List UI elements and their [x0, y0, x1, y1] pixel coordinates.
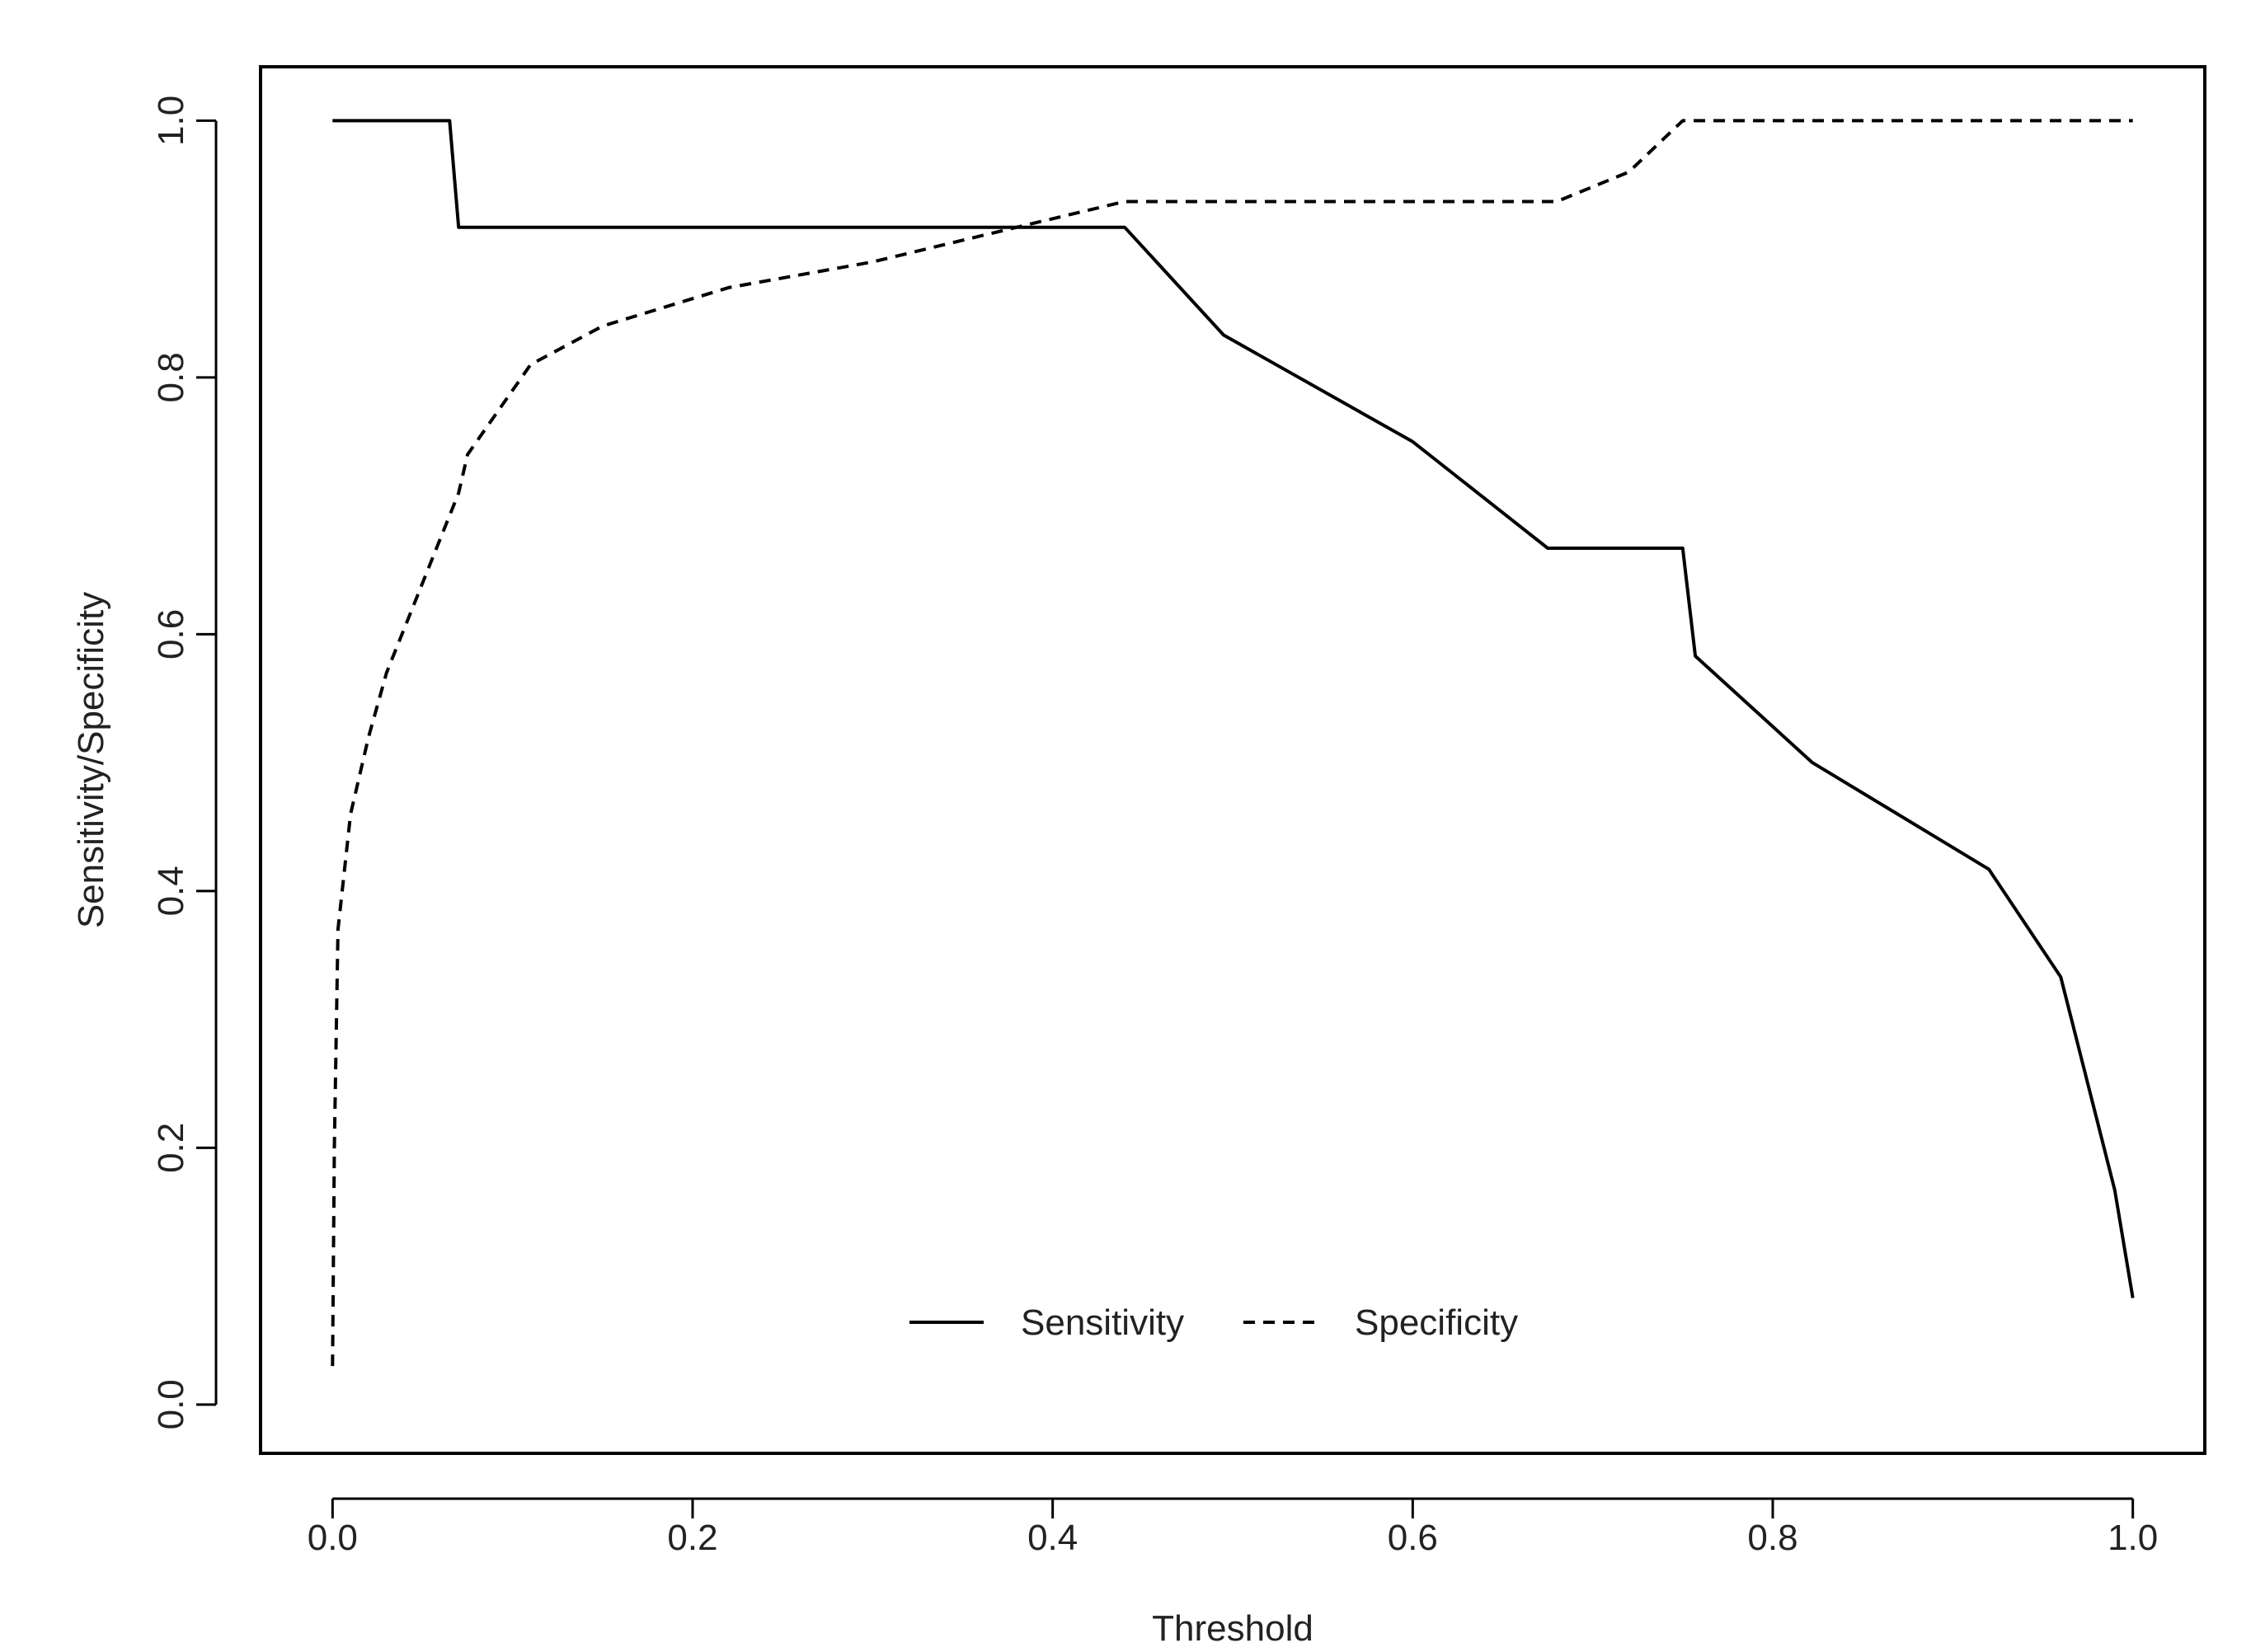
legend-label-specificity: Specificity — [1355, 1302, 1518, 1343]
plot-frame — [259, 65, 2206, 1455]
x-tick-label: 0.4 — [1027, 1518, 1078, 1558]
x-tick-label: 0.0 — [308, 1518, 358, 1558]
x-tick-label: 0.8 — [1747, 1518, 1797, 1558]
x-tick-label: 0.6 — [1388, 1518, 1438, 1558]
legend-label-sensitivity: Sensitivity — [1021, 1302, 1184, 1343]
y-tick-label: 0.4 — [151, 866, 191, 916]
series-line-specificity — [331, 119, 2133, 1367]
series-line-sensitivity — [332, 119, 2135, 1298]
y-axis: 0.0 0.2 0.4 0.6 0.8 1.0 — [151, 96, 218, 1429]
legend: Sensitivity Specificity — [909, 1302, 1518, 1343]
x-tick-label: 0.2 — [667, 1518, 717, 1558]
x-tick-label: 1.0 — [2108, 1518, 2158, 1558]
x-axis-title: Threshold — [1152, 1608, 1313, 1649]
y-axis-title: Sensitivity/Specificity — [71, 592, 111, 928]
y-tick-label: 0.6 — [151, 609, 191, 659]
x-axis: 0.0 0.2 0.4 0.6 0.8 1.0 — [308, 1497, 2158, 1558]
y-tick-label: 1.0 — [151, 96, 191, 146]
series-layer — [331, 119, 2135, 1367]
y-tick-label: 0.0 — [151, 1379, 191, 1429]
y-tick-label: 0.8 — [151, 352, 191, 402]
y-tick-label: 0.2 — [151, 1123, 191, 1173]
